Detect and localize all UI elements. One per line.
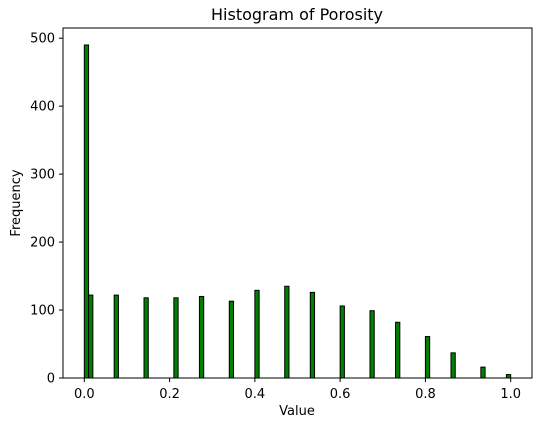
x-ticks-group: 0.0 0.2 0.4 0.6 0.8 1.0 — [74, 378, 521, 402]
y-tick-label: 500 — [30, 32, 55, 47]
y-axis-label: Frequency — [9, 169, 24, 236]
x-tick-label: 1.0 — [500, 387, 521, 402]
histogram-bar-4 — [173, 297, 179, 379]
y-tick-label: 0 — [47, 372, 55, 387]
histogram-bar-16 — [505, 374, 512, 379]
histogram-bar-5 — [198, 295, 205, 379]
histogram-bar-6 — [228, 300, 235, 379]
histogram-bar-3 — [143, 297, 149, 379]
bars-group — [83, 44, 512, 379]
x-tick-label: 0.4 — [245, 387, 266, 402]
plot-frame — [62, 27, 533, 379]
y-ticks-group: 0 100 200 300 400 500 — [30, 32, 63, 387]
chart-title: Histogram of Porosity — [211, 5, 383, 24]
x-tick-label: 0.2 — [159, 387, 180, 402]
histogram-bar-9 — [309, 291, 316, 379]
histogram-bar-8 — [284, 285, 290, 379]
histogram-bar-0 — [83, 44, 90, 379]
y-tick-label: 300 — [30, 168, 55, 183]
y-tick-label: 100 — [30, 304, 55, 319]
histogram-bar-1 — [88, 294, 94, 379]
histogram-bar-2 — [113, 294, 119, 379]
plot-area-background — [63, 28, 532, 378]
x-tick-label: 0.6 — [330, 387, 351, 402]
x-tick-label: 0.0 — [74, 387, 95, 402]
histogram-bar-13 — [424, 336, 431, 379]
histogram-bar-12 — [395, 321, 401, 379]
histogram-bar-11 — [369, 310, 375, 379]
histogram-bar-15 — [480, 366, 486, 379]
y-tick-label: 400 — [30, 100, 55, 115]
histogram-bar-14 — [450, 352, 456, 379]
histogram-bar-10 — [339, 305, 345, 379]
x-tick-label: 0.8 — [415, 387, 436, 402]
x-axis-label: Value — [279, 404, 315, 419]
histogram-bar-7 — [254, 289, 260, 379]
y-tick-label: 200 — [30, 236, 55, 251]
